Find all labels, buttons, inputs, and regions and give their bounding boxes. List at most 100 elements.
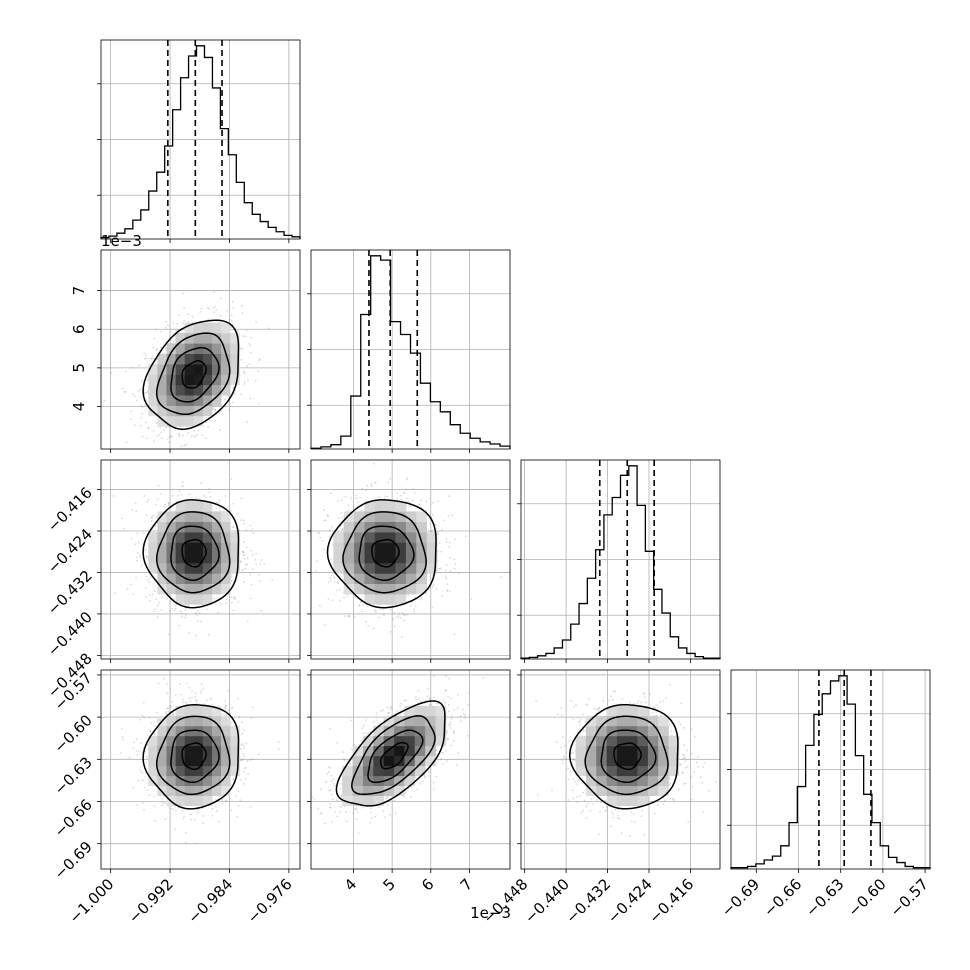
density-cell — [364, 501, 376, 512]
scatter-point — [145, 354, 147, 356]
scatter-point — [392, 618, 395, 620]
scatter-point — [212, 311, 215, 314]
density-cell — [212, 511, 222, 522]
scatter-point — [243, 523, 245, 525]
scatter-point — [144, 391, 147, 394]
scatter-point — [335, 589, 338, 592]
scatter-point — [242, 335, 245, 338]
scatter-point — [211, 814, 214, 817]
density-cell — [343, 552, 355, 564]
scatter-point — [230, 809, 233, 811]
scatter-point — [244, 564, 247, 566]
scatter-point — [373, 627, 375, 630]
density-cell — [175, 511, 185, 522]
scatter-point — [217, 820, 220, 823]
axes-frame — [100, 459, 301, 660]
scatter-point — [355, 497, 358, 500]
scatter-point — [148, 794, 151, 797]
scatter-point — [163, 677, 166, 680]
scatter-point — [393, 611, 395, 614]
scatter-point — [419, 598, 422, 601]
scatter-point — [125, 441, 128, 444]
scatter-point — [260, 559, 263, 561]
density-cell — [166, 415, 176, 427]
scatter-point — [435, 587, 438, 590]
scatter-point — [340, 499, 343, 502]
density-cell — [221, 384, 231, 396]
scatter-point — [135, 738, 138, 740]
scatter-point — [249, 573, 252, 576]
scatter-point — [139, 554, 141, 557]
density-cell — [202, 405, 213, 417]
density-cell — [343, 542, 355, 553]
scatter-point — [400, 498, 403, 500]
density-cell — [354, 542, 365, 553]
scatter-point — [242, 550, 245, 553]
scatter-point — [191, 315, 194, 318]
scatter-point — [333, 576, 336, 579]
density-cell — [385, 511, 396, 522]
scatter-point — [145, 399, 148, 402]
density-cell — [364, 511, 376, 522]
density-cell — [157, 395, 167, 406]
scatter-point — [389, 608, 392, 611]
scatter-point — [155, 503, 157, 506]
density-cell — [202, 542, 213, 553]
density-cell — [157, 405, 167, 417]
scatter-point — [255, 563, 257, 565]
scatter-point — [196, 620, 199, 622]
scatter-point — [160, 330, 162, 333]
panel-content — [119, 677, 280, 845]
scatter-point — [138, 364, 141, 367]
scatter-point — [432, 513, 434, 516]
scatter-point — [189, 700, 191, 703]
scatter-point — [367, 625, 370, 627]
scatter-point — [218, 499, 221, 501]
scatter-point — [348, 615, 350, 617]
scatter-point — [237, 601, 240, 603]
scatter-point — [148, 581, 151, 583]
scatter-point — [242, 554, 245, 556]
density-cell — [175, 563, 185, 574]
y-tick-label: 6 — [70, 324, 88, 334]
scatter-point — [500, 576, 502, 579]
scatter-point — [152, 430, 155, 432]
scatter-point — [255, 321, 257, 323]
scatter-point — [155, 328, 157, 331]
scatter-point — [145, 575, 148, 578]
scatter-point — [180, 612, 183, 614]
scatter-point — [236, 330, 239, 332]
scatter-point — [200, 307, 203, 310]
density-cell — [193, 415, 204, 427]
density-cell — [157, 374, 167, 386]
density-cell — [221, 343, 231, 354]
density-cell — [193, 563, 204, 574]
scatter-point — [250, 584, 253, 586]
scatter-point — [139, 424, 142, 427]
density-cell — [202, 395, 213, 406]
scatter-point — [167, 501, 169, 504]
scatter-point — [157, 484, 160, 487]
contour-2-sigma — [358, 525, 415, 582]
density-cell — [374, 563, 386, 574]
scatter-point — [244, 380, 246, 383]
density-cell — [395, 521, 407, 533]
contour-2-sigma — [170, 525, 220, 582]
scatter-point — [154, 608, 156, 611]
density-cell — [184, 405, 195, 417]
scatter-point — [316, 560, 319, 562]
scatter-point — [445, 538, 448, 540]
density-cell — [166, 343, 176, 354]
scatter-point — [159, 493, 162, 495]
scatter-point — [170, 435, 172, 438]
scatter-point — [143, 352, 146, 355]
density-cell — [193, 364, 204, 375]
scatter-point — [182, 292, 185, 295]
scatter-point — [326, 514, 329, 516]
scatter-point — [121, 387, 124, 390]
scatter-point — [341, 516, 344, 519]
density-cell — [202, 364, 213, 375]
scatter-point — [179, 683, 182, 685]
density-cell — [221, 511, 231, 522]
scatter-point — [167, 324, 169, 327]
